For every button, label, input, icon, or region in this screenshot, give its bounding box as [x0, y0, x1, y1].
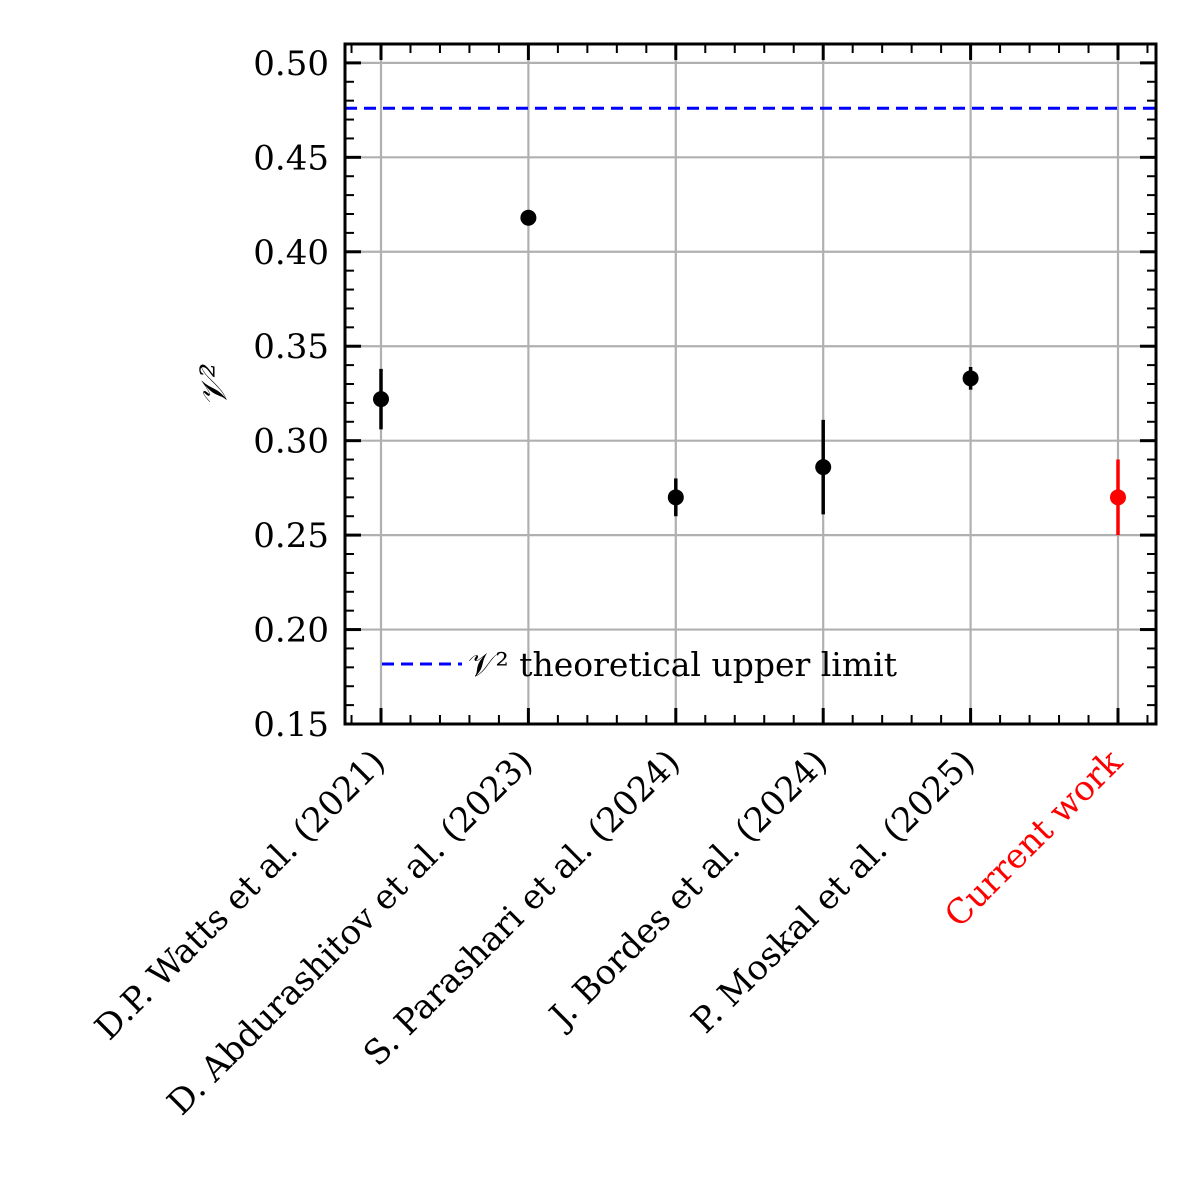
y-axis-label: 𝒱² [194, 363, 235, 407]
data-point [373, 391, 389, 408]
y-tick-label: 0.45 [253, 138, 329, 178]
plot-frame [343, 42, 1158, 726]
legend-label: 𝒱² theoretical upper limit [468, 645, 897, 684]
x-category-label: P. Moskal et al. (2025) [684, 742, 983, 1041]
axis-ticks [345, 43, 1156, 726]
data-point [962, 370, 979, 387]
y-tick-label: 0.50 [253, 44, 329, 84]
grid [345, 44, 1156, 724]
data-point [520, 209, 537, 226]
y-tick-label: 0.40 [253, 233, 329, 273]
y-tick-label: 0.30 [253, 422, 329, 462]
x-category-label: D.P. Watts et al. (2021) [87, 742, 393, 1048]
y-tick-label: 0.20 [253, 611, 329, 651]
y-tick-label: 0.15 [253, 705, 329, 745]
data-point [667, 489, 684, 506]
y-tick-label: 0.25 [253, 516, 329, 556]
data-marks [373, 209, 1126, 536]
x-category-label: J. Bordes et al. (2024) [540, 742, 835, 1037]
x-category-label: S. Parashari et al. (2024) [356, 742, 688, 1074]
legend: 𝒱² theoretical upper limit [382, 645, 897, 684]
data-point [1110, 489, 1126, 506]
data-point [815, 459, 832, 476]
x-tick-labels: D.P. Watts et al. (2021)D. Abdurashitov … [87, 742, 1130, 1123]
y-tick-label: 0.35 [253, 327, 329, 367]
y-tick-labels: 0.15 0.20 0.25 0.30 0.35 0.40 0.45 0.50 [253, 44, 329, 745]
